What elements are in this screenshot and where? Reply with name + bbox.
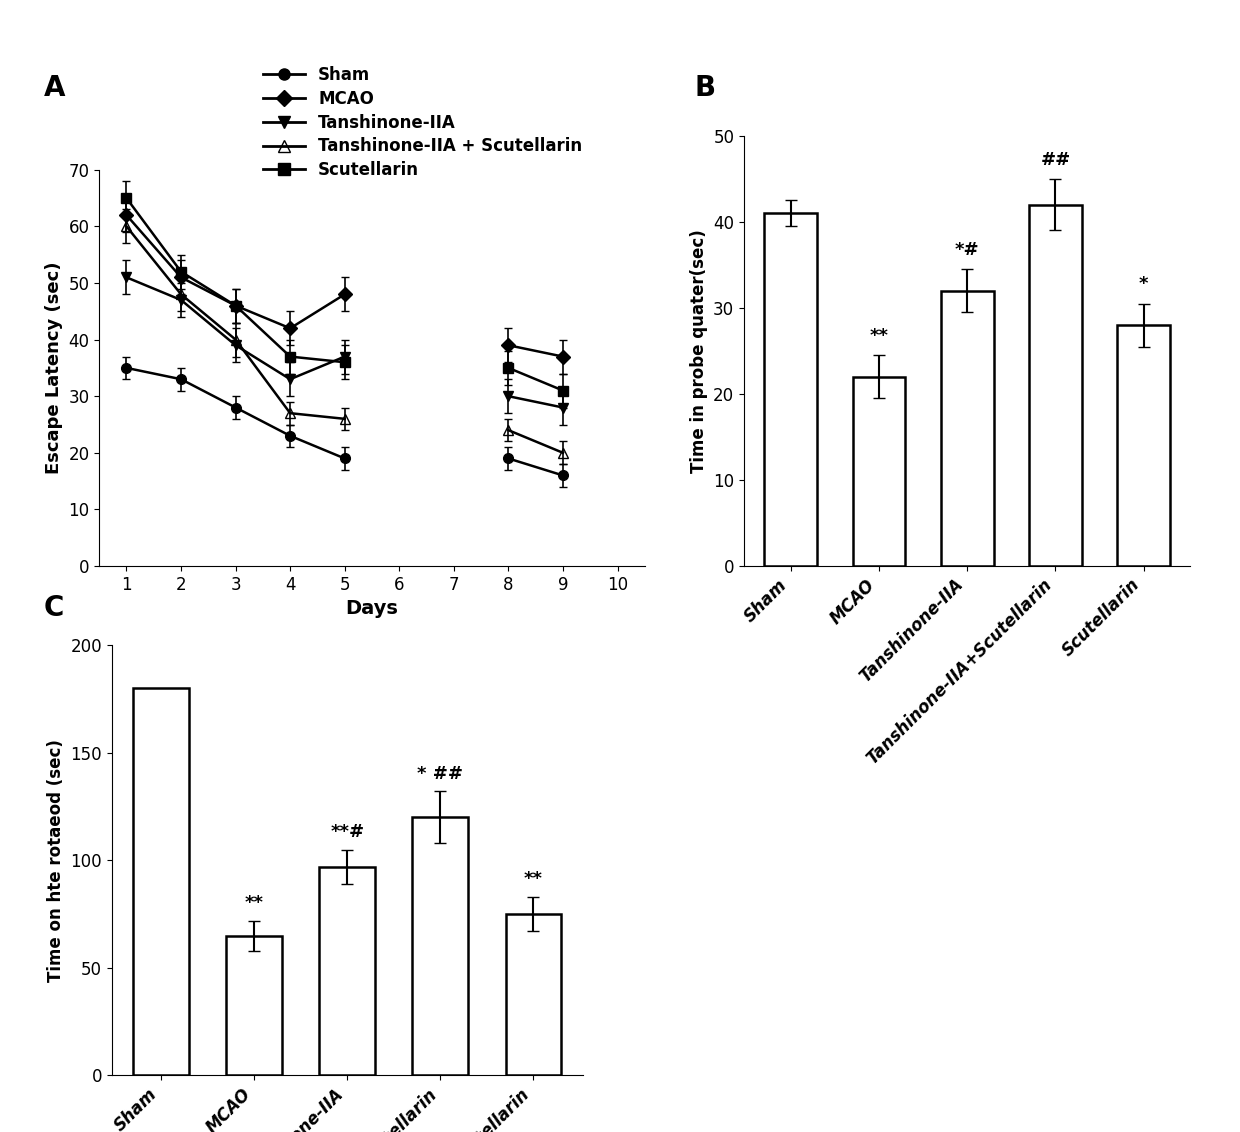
Bar xyxy=(506,915,562,1075)
Text: *: * xyxy=(1138,275,1148,293)
Text: **: ** xyxy=(869,327,889,345)
Text: *#: *# xyxy=(955,241,980,259)
Y-axis label: Time in probe quater(sec): Time in probe quater(sec) xyxy=(689,229,708,473)
Legend: Sham, MCAO, Tanshinone-IIA, Tanshinone-IIA + Scutellarin, Scutellarin: Sham, MCAO, Tanshinone-IIA, Tanshinone-I… xyxy=(257,59,589,186)
Bar xyxy=(319,867,376,1075)
Bar xyxy=(226,935,281,1075)
Bar xyxy=(1117,325,1171,566)
Text: ##: ## xyxy=(1040,151,1070,169)
Text: * ##: * ## xyxy=(418,765,464,783)
Bar xyxy=(941,291,993,566)
Bar xyxy=(1029,205,1081,566)
Y-axis label: Escape Latency (sec): Escape Latency (sec) xyxy=(45,261,63,474)
Text: B: B xyxy=(694,74,715,102)
Text: **#: **# xyxy=(330,823,365,841)
Bar xyxy=(133,688,188,1075)
Text: **: ** xyxy=(244,894,264,912)
Y-axis label: Time on hte rotaeod (sec): Time on hte rotaeod (sec) xyxy=(47,739,64,981)
Bar xyxy=(413,817,469,1075)
Bar xyxy=(764,213,817,566)
Text: **: ** xyxy=(525,871,543,889)
Text: A: A xyxy=(43,74,64,102)
Text: C: C xyxy=(43,594,63,623)
Bar xyxy=(853,377,905,566)
X-axis label: Days: Days xyxy=(346,599,398,618)
